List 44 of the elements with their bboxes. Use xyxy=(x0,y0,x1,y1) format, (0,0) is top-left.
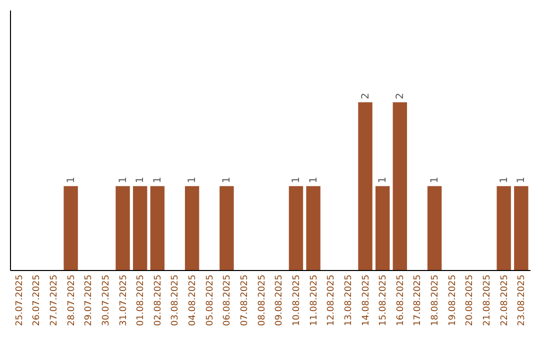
x-tick-label: 01.08.2025 xyxy=(136,274,146,326)
x-tick-label: 18.08.2025 xyxy=(430,274,441,326)
x-tick-label: 26.07.2025 xyxy=(32,274,42,326)
data-label: 1 xyxy=(222,176,233,184)
x-tick-label: 10.08.2025 xyxy=(292,274,302,326)
x-tick-label: 08.08.2025 xyxy=(257,274,268,326)
x-tick-label: 25.07.2025 xyxy=(14,274,25,326)
data-label: 2 xyxy=(360,92,372,100)
data-label: 1 xyxy=(118,176,129,184)
x-tick-label: 21.08.2025 xyxy=(482,274,493,326)
x-tick-label: 09.08.2025 xyxy=(274,274,285,326)
data-label: 1 xyxy=(135,176,146,184)
x-tick-label: 31.07.2025 xyxy=(118,274,129,326)
x-tick-label: 29.07.2025 xyxy=(84,274,94,326)
x-tick-label: 14.08.2025 xyxy=(361,274,372,326)
x-tick-label: 05.08.2025 xyxy=(205,274,216,326)
data-label: 1 xyxy=(187,176,198,184)
data-label: 1 xyxy=(152,176,164,184)
x-tick-label: 17.08.2025 xyxy=(413,274,424,326)
data-label: 1 xyxy=(430,176,441,184)
x-tick-label: 02.08.2025 xyxy=(153,274,164,326)
data-label: 1 xyxy=(290,176,302,184)
x-tick-label: 13.08.2025 xyxy=(344,274,354,326)
x-tick-label: 20.08.2025 xyxy=(465,274,476,326)
x-tick-label: 27.07.2025 xyxy=(49,274,60,326)
x-tick-label: 15.08.2025 xyxy=(378,274,389,326)
x-tick-label: 12.08.2025 xyxy=(326,274,337,326)
data-label: 1 xyxy=(378,176,389,184)
x-tick-label: 03.08.2025 xyxy=(170,274,181,326)
data-label: 1 xyxy=(308,176,320,184)
data-label: 2 xyxy=(394,92,406,100)
data-label: 1 xyxy=(498,176,510,184)
x-tick-label: 06.08.2025 xyxy=(222,274,233,326)
x-tick-label: 30.07.2025 xyxy=(101,274,112,326)
data-label: 1 xyxy=(66,176,77,184)
x-tick-label: 23.08.2025 xyxy=(517,274,528,326)
x-tick-label: 11.08.2025 xyxy=(309,274,320,326)
x-tick-label: 22.08.2025 xyxy=(500,274,510,326)
x-tick-label: 16.08.2025 xyxy=(396,274,406,326)
data-label: 1 xyxy=(516,176,528,184)
x-tick-label: 19.08.2025 xyxy=(448,274,458,326)
x-tick-label: 04.08.2025 xyxy=(188,274,198,326)
x-tick-label: 28.07.2025 xyxy=(66,274,77,326)
x-tick-label: 07.08.2025 xyxy=(240,274,250,326)
